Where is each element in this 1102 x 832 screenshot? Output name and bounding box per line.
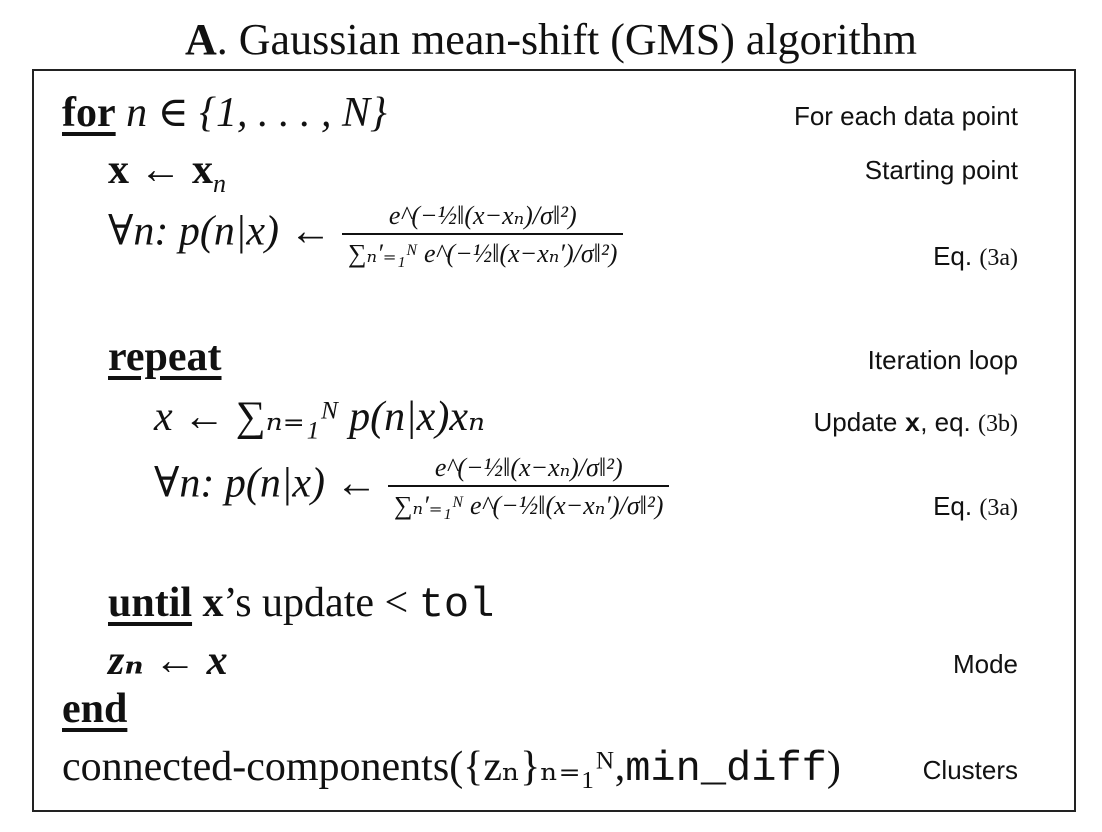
posterior-line-1: ∀n: p(n|x) ← e^(−½‖(x−xₙ)/σ‖²) ∑ₙ′₌₁ᴺ e^… (108, 201, 624, 269)
until-tol: tol (418, 581, 495, 629)
update-note-eq: , eq. (920, 407, 971, 437)
posterior-2-note: Eq. (3a) (933, 491, 1018, 522)
start-line: x ← xn (108, 146, 226, 208)
until-keyword: until (108, 580, 193, 626)
repeat-note: Iteration loop (867, 345, 1018, 375)
cc-close: ) (826, 744, 841, 790)
start-note: Starting point (864, 155, 1018, 185)
start-rhs: x (192, 147, 213, 193)
cc-mono: min_diff (625, 745, 827, 793)
posterior-2-fraction: e^(−½‖(x−xₙ)/σ‖²) ∑ₙ′₌₁ᴺ e^(−½‖(x−xₙ′)/σ… (388, 453, 670, 521)
update-expression: x ← ∑ₙ₌₁ᴺ p(n|x)xₙ (154, 394, 485, 440)
repeat-line: repeat (108, 333, 222, 381)
posterior-1-lhs: ∀n: p(n|x) ← (108, 208, 332, 255)
update-note-ref: (3b) (978, 411, 1018, 437)
mode-note: Mode (952, 649, 1018, 679)
for-keyword: for (62, 90, 116, 136)
for-expression: n ∈ {1, . . . , N} (126, 90, 387, 136)
posterior-1-note-ref: (3a) (979, 245, 1018, 271)
end-keyword: end (62, 686, 128, 732)
start-lhs: x (108, 147, 129, 193)
clusters-note: Clusters (922, 755, 1018, 785)
algorithm-title: A. Gaussian mean-shift (GMS) algorithm (0, 14, 1102, 66)
posterior-1-note-text: Eq. (933, 241, 973, 271)
posterior-2-note-text: Eq. (933, 491, 973, 521)
posterior-2-lhs: ∀n: p(n|x) ← (154, 460, 378, 507)
for-note: For each data point (793, 101, 1018, 131)
until-text: ’s update < (223, 580, 409, 626)
until-var: x (202, 580, 224, 626)
algorithm-box: for n ∈ {1, . . . , N} For each data poi… (32, 69, 1076, 812)
update-note-var: x (904, 409, 921, 439)
posterior-2-fraction-bar (388, 485, 670, 487)
posterior-2-denominator: ∑ₙ′₌₁ᴺ e^(−½‖(x−xₙ′)/σ‖²) (394, 491, 664, 520)
update-note: Update x, eq. (3b) (814, 407, 1019, 439)
mode-expression: zₙ ← x (108, 638, 228, 684)
cc-text: connected-components({zₙ}ₙ₌₁ᴺ, (62, 744, 626, 790)
title-letter: A (185, 15, 217, 64)
posterior-1-fraction: e^(−½‖(x−xₙ)/σ‖²) ∑ₙ′₌₁ᴺ e^(−½‖(x−xₙ′)/σ… (342, 201, 624, 269)
title-text: . Gaussian mean-shift (GMS) algorithm (216, 15, 917, 64)
posterior-1-fraction-bar (342, 233, 624, 235)
for-line: for n ∈ {1, . . . , N} (62, 89, 387, 137)
connected-components-line: connected-components({zₙ}ₙ₌₁ᴺ,min_diff) (62, 743, 841, 793)
posterior-1-numerator: e^(−½‖(x−xₙ)/σ‖²) (388, 201, 577, 230)
posterior-line-2: ∀n: p(n|x) ← e^(−½‖(x−xₙ)/σ‖²) ∑ₙ′₌₁ᴺ e^… (154, 453, 670, 521)
mode-line: zₙ ← x (108, 637, 228, 685)
posterior-2-numerator: e^(−½‖(x−xₙ)/σ‖²) (434, 453, 623, 482)
end-line: end (62, 685, 127, 733)
start-sub: n (213, 169, 227, 199)
posterior-1-note: Eq. (3a) (933, 241, 1018, 272)
update-line: x ← ∑ₙ₌₁ᴺ p(n|x)xₙ (154, 393, 485, 441)
until-line: until x’s update < tol (108, 579, 494, 629)
repeat-keyword: repeat (108, 334, 222, 380)
posterior-1-denominator: ∑ₙ′₌₁ᴺ e^(−½‖(x−xₙ′)/σ‖²) (348, 239, 618, 268)
posterior-2-note-ref: (3a) (979, 495, 1018, 521)
update-note-text: Update (813, 407, 898, 437)
start-arrow: ← (139, 147, 182, 193)
